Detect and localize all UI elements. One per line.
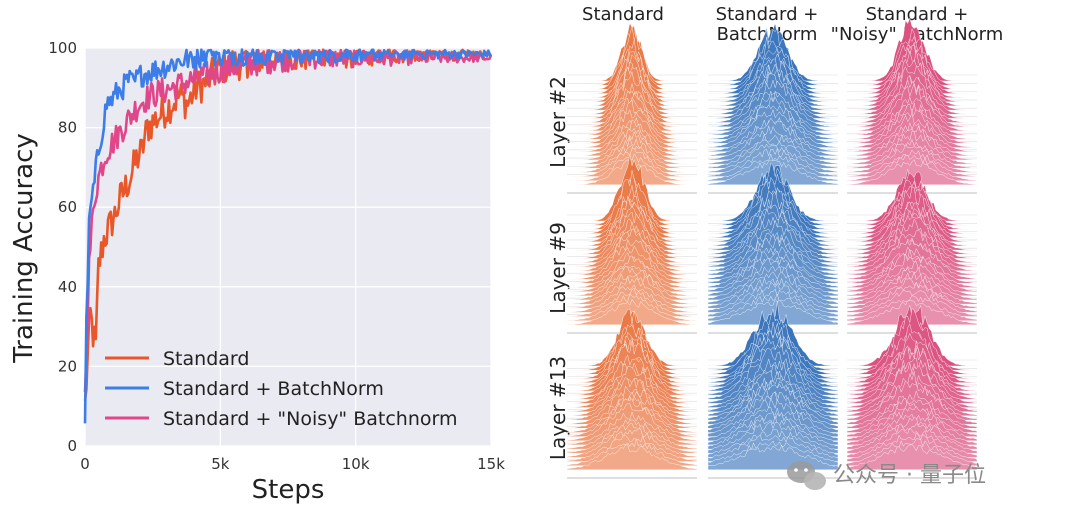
ridgeline-panel-r1-c2: [707, 22, 839, 194]
y-tick-label: 20: [58, 357, 77, 375]
line-chart: 0 5k 10k 15k 0 20 40 60 80 100 Steps Training Ac…: [9, 39, 505, 505]
ridge: [846, 443, 978, 471]
ridgeline-panels: [566, 17, 978, 479]
x-tick-label: 10k: [342, 455, 370, 473]
row-labels: Layer #2 Layer #9 Layer #13: [546, 76, 570, 460]
column-title-batchnorm-line1: Standard +: [716, 4, 819, 25]
ridge: [566, 444, 698, 471]
x-tick-label: 0: [80, 455, 90, 473]
y-tick-label: 60: [58, 198, 77, 216]
column-title-noisy-line1: Standard +: [866, 4, 969, 25]
ridgeline-panel-r3-c1: [566, 308, 698, 479]
y-axis-label: Training Accuracy: [9, 133, 39, 364]
ridgeline-panel-r3-c3: [846, 304, 978, 479]
wechat-icon: [787, 461, 826, 490]
watermark-text: 公众号 · 量子位: [833, 463, 986, 488]
series-line-batchnorm: [83, 48, 493, 424]
x-tick-label: 5k: [211, 455, 230, 473]
x-tick-labels: 0 5k 10k 15k: [80, 455, 505, 473]
ridgeline-panel-r1-c3: [846, 17, 978, 194]
ridgeline-grid: Standard Standard + BatchNorm Standard +…: [546, 4, 1003, 479]
ridgeline-panel-r3-c2: [707, 300, 839, 479]
y-tick-label: 80: [58, 119, 77, 137]
legend-label-noisy-batchnorm: Standard + "Noisy" Batchnorm: [163, 408, 457, 430]
watermark: 公众号 · 量子位: [787, 461, 986, 490]
ridge: [846, 159, 978, 186]
legend-label-standard: Standard: [163, 348, 249, 370]
series-lines: [83, 48, 493, 424]
row-label-layer-9: Layer #9: [546, 222, 570, 314]
y-tick-label: 0: [67, 437, 77, 455]
y-tick-label: 100: [48, 39, 77, 57]
y-tick-label: 40: [58, 278, 77, 296]
x-axis-label: Steps: [252, 475, 325, 505]
y-tick-labels: 0 20 40 60 80 100: [48, 39, 77, 455]
column-titles: Standard Standard + BatchNorm Standard +…: [582, 4, 1003, 45]
ridgeline-panel-r2-c2: [707, 162, 839, 334]
row-label-layer-2: Layer #2: [546, 76, 570, 168]
x-tick-label: 15k: [477, 455, 505, 473]
legend-label-batchnorm: Standard + BatchNorm: [163, 378, 384, 400]
row-label-layer-13: Layer #13: [546, 356, 570, 460]
column-title-standard: Standard: [582, 4, 664, 25]
legend: Standard Standard + BatchNorm Standard +…: [105, 348, 457, 430]
ridgeline-panel-r2-c1: [566, 154, 698, 334]
